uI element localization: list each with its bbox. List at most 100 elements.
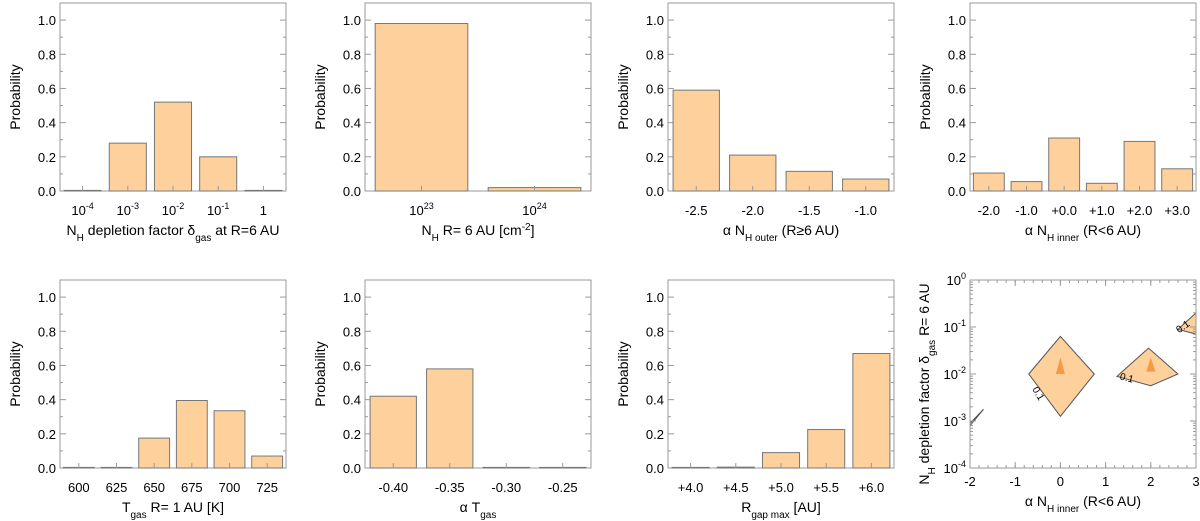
panel-4: 0.0 0.2 0.4 0.6 0.8 1.0 -2.0 -1.0 +0.0 +1.0 +2.0 +3… <box>917 2 1197 244</box>
label-part: gas <box>195 233 211 244</box>
label-part: R= 6 AU [cm <box>439 222 522 238</box>
contour-area: 0.10.10.1 <box>970 312 1196 427</box>
tick-label: 725 <box>256 480 278 495</box>
tick-label-base: 10 <box>944 414 958 429</box>
plot-frame <box>364 279 592 469</box>
tick-label: -0.35 <box>435 480 465 495</box>
tick-label: -1.0 <box>1015 203 1037 218</box>
tick-label-base: +5.5 <box>813 480 839 495</box>
tick-label-base: 10 <box>207 203 221 218</box>
label-part: N <box>421 222 431 238</box>
tick-label-base: 700 <box>219 480 241 495</box>
tick-label-base: +5.0 <box>768 480 794 495</box>
tick-label: 650 <box>143 480 165 495</box>
x-axis-title: α NH inner (R<6 AU) <box>1025 222 1141 244</box>
tick-label-base: +4.0 <box>678 480 704 495</box>
y-tick-label: 1.0 <box>646 290 664 305</box>
bar <box>108 142 147 192</box>
bar <box>672 89 720 192</box>
tick-label-base: -1.5 <box>798 203 820 218</box>
y-tick-label: 1.0 <box>343 13 361 28</box>
label-part: at R=6 AU <box>211 222 279 238</box>
bar <box>426 368 474 469</box>
tick-label-base: +2.0 <box>1127 203 1153 218</box>
y-tick-label: 0.2 <box>948 150 966 165</box>
bar <box>199 156 238 192</box>
tick-label-base: 600 <box>68 480 90 495</box>
y-tick-label: 1.0 <box>38 290 56 305</box>
tick-label: -1.0 <box>855 203 877 218</box>
x-tick-label: -1 <box>1009 474 1021 489</box>
tick-label: -0.40 <box>378 480 408 495</box>
tick-label-base: -0.25 <box>548 480 578 495</box>
tick-label-exponent: -3 <box>958 412 966 422</box>
label-part: depletion factor δ <box>916 356 932 468</box>
tick-label-base: +6.0 <box>859 480 885 495</box>
y-tick-label: 0.6 <box>646 358 664 373</box>
tick-label: 10-2 <box>162 201 184 218</box>
tick-label: +2.0 <box>1127 203 1153 218</box>
tick-label: +4.0 <box>678 480 704 495</box>
y-tick-label: 0.0 <box>646 184 664 199</box>
bar <box>852 352 891 469</box>
y-tick-label: 0.8 <box>343 324 361 339</box>
tick-label: 1023 <box>409 201 433 218</box>
contour-region <box>970 408 984 427</box>
label-part: R <box>741 499 751 515</box>
label-part: R= 1 AU [K] <box>147 499 224 515</box>
tick-label-base: 10 <box>944 320 958 335</box>
y-tick-label: 0.6 <box>948 81 966 96</box>
plot-frame <box>667 2 895 192</box>
contour-region <box>1028 335 1095 418</box>
tick-label-base: 10 <box>947 273 961 288</box>
bar <box>729 154 777 192</box>
tick-label: 700 <box>219 480 241 495</box>
y-tick-label: 1.0 <box>38 13 56 28</box>
x-axis-title: Rgap max [AU] <box>741 499 821 521</box>
tick-label-base: 675 <box>181 480 203 495</box>
label-part: ] <box>531 222 535 238</box>
tick-label: -2.0 <box>978 203 1000 218</box>
label-part: gap max <box>751 510 789 521</box>
y-tick-label: 0.4 <box>646 116 664 131</box>
tick-label-base: -2.0 <box>978 203 1000 218</box>
tick-label: +6.0 <box>859 480 885 495</box>
x-tick-label: 3 <box>1192 474 1199 489</box>
tick-label: 600 <box>68 480 90 495</box>
bar <box>369 395 417 469</box>
tick-label: 1024 <box>522 201 546 218</box>
y-tick-label: 1.0 <box>646 13 664 28</box>
y-tick-label: 0.8 <box>646 47 664 62</box>
y-tick-label: 0.0 <box>343 184 361 199</box>
label-part: (R<6 AU) <box>1079 493 1141 509</box>
tick-label: +0.0 <box>1051 203 1077 218</box>
y-tick-label: 0.4 <box>343 116 361 131</box>
tick-label-exponent: -3 <box>131 201 139 211</box>
y-tick-label: 0.2 <box>38 150 56 165</box>
y-tick-label: 0.0 <box>38 184 56 199</box>
label-part: α N <box>1025 493 1047 509</box>
tick-label: -2.0 <box>742 203 764 218</box>
tick-label: 10-2 <box>944 365 966 382</box>
tick-label-exponent: 0 <box>961 271 966 281</box>
tick-label-exponent: 24 <box>537 201 547 211</box>
tick-label-exponent: -1 <box>221 201 229 211</box>
bar <box>213 410 246 469</box>
y-tick-label: 0.6 <box>646 81 664 96</box>
y-tick-label: 0.2 <box>38 427 56 442</box>
label-part: [AU] <box>790 499 821 515</box>
label-part: α N <box>723 222 745 238</box>
tick-label: 625 <box>106 480 128 495</box>
tick-label-base: +4.5 <box>723 480 749 495</box>
plot-frame <box>969 2 1197 192</box>
y-tick-label: 0.4 <box>38 116 56 131</box>
label-part: H <box>432 233 439 244</box>
x-tick-label: -2 <box>964 474 976 489</box>
y-tick-label: 0.2 <box>646 427 664 442</box>
tick-label-base: 625 <box>106 480 128 495</box>
contour-level-label: 0.1 <box>1118 372 1135 386</box>
y-tick-label: 0.8 <box>948 47 966 62</box>
label-part: T <box>122 499 131 515</box>
y-axis-title: NH depletion factor δgas R= 6 AU <box>916 283 938 484</box>
x-axis-title: Tgas R= 1 AU [K] <box>122 499 224 521</box>
